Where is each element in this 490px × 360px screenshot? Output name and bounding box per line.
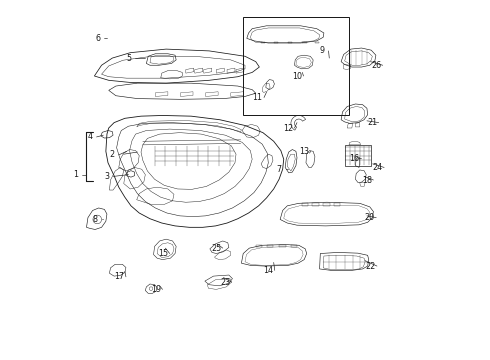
Text: 15: 15 <box>158 249 168 258</box>
Text: 17: 17 <box>115 272 124 281</box>
Text: 16: 16 <box>349 154 359 163</box>
Text: 26: 26 <box>371 61 381 70</box>
Text: 1: 1 <box>73 170 78 179</box>
Text: 20: 20 <box>365 213 375 222</box>
Text: 22: 22 <box>366 262 376 271</box>
Text: 13: 13 <box>299 147 309 156</box>
Text: 4: 4 <box>88 132 93 141</box>
Text: 12: 12 <box>283 123 293 132</box>
Text: 11: 11 <box>252 93 263 102</box>
Text: 23: 23 <box>220 278 230 287</box>
Bar <box>243 17 349 116</box>
Text: 10: 10 <box>292 72 302 81</box>
Text: 2: 2 <box>110 150 115 159</box>
Text: 5: 5 <box>126 54 131 63</box>
Text: 8: 8 <box>93 215 98 224</box>
Text: 14: 14 <box>263 266 273 275</box>
Text: 24: 24 <box>372 163 383 172</box>
Text: 3: 3 <box>104 172 109 181</box>
Text: 18: 18 <box>362 176 372 185</box>
Text: 25: 25 <box>211 244 221 253</box>
Text: 6: 6 <box>96 34 100 43</box>
Text: 9: 9 <box>319 46 325 55</box>
Text: 21: 21 <box>367 118 377 127</box>
Text: 19: 19 <box>151 285 161 294</box>
Text: 7: 7 <box>276 165 282 174</box>
